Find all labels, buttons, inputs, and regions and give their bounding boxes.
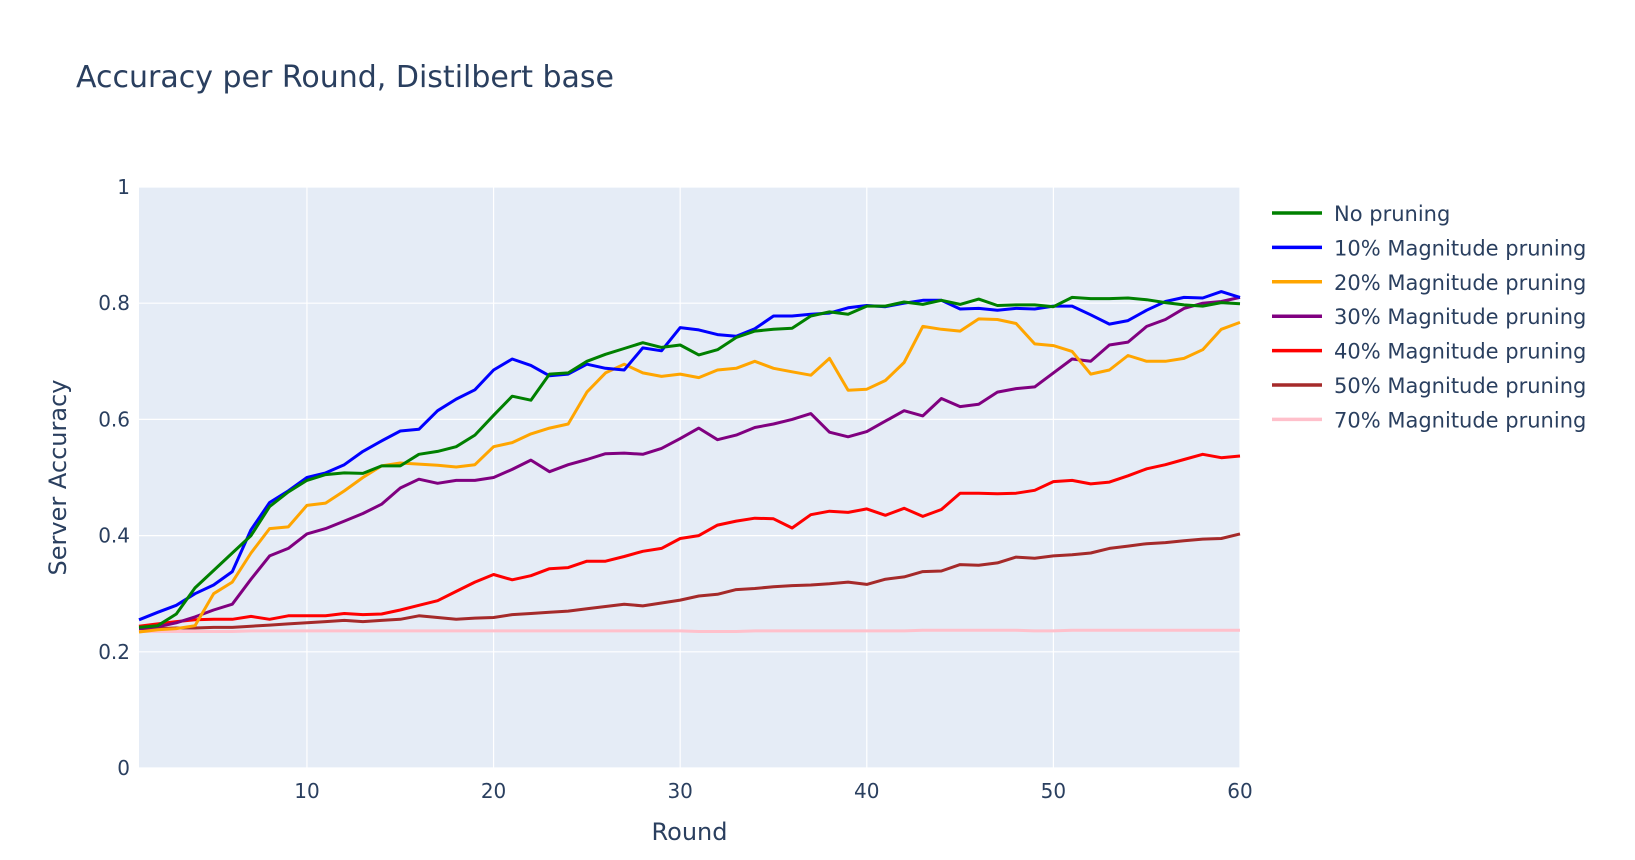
y-tick-label: 0.2	[98, 640, 130, 664]
legend-label: 30% Magnitude pruning	[1334, 305, 1586, 329]
series-line-1	[138, 295, 1241, 629]
series-line-6	[139, 532, 1241, 631]
legend-label: 20% Magnitude pruning	[1334, 271, 1586, 295]
chart-title: Accuracy per Round, Distilbert base	[76, 60, 615, 95]
legend[interactable]: No pruning 10% Magnitude pruning 20% Magni…	[1272, 202, 1586, 432]
x-tick-label: 60	[1227, 779, 1252, 803]
y-tick-label: 0.8	[98, 291, 130, 315]
legend-item[interactable]: No pruning	[1272, 202, 1450, 226]
legend-label: 40% Magnitude pruning	[1334, 340, 1586, 364]
legend-item[interactable]: 70% Magnitude pruning	[1272, 408, 1586, 432]
y-axis-title: Server Accuracy	[44, 380, 72, 576]
legend-item[interactable]: 20% Magnitude pruning	[1272, 271, 1586, 295]
legend-item[interactable]: 50% Magnitude pruning	[1272, 374, 1586, 398]
x-tick-label: 30	[667, 779, 692, 803]
series-line-7	[139, 628, 1240, 633]
x-tick-label: 10	[294, 779, 319, 803]
legend-label: 50% Magnitude pruning	[1334, 374, 1586, 398]
y-tick-label: 0.4	[98, 524, 130, 548]
x-tick-label: 20	[481, 779, 506, 803]
legend-label: No pruning	[1334, 202, 1450, 226]
legend-item[interactable]: 30% Magnitude pruning	[1272, 305, 1586, 329]
x-tick-label: 50	[1041, 779, 1066, 803]
legend-item[interactable]: 40% Magnitude pruning	[1272, 340, 1586, 364]
legend-label: 10% Magnitude pruning	[1334, 236, 1586, 260]
y-tick-label: 0	[117, 756, 130, 780]
series-line-5	[138, 452, 1241, 628]
tick-labels: 0 0.2 0.4 0.6 0.8 1 10 20 30 40 50 60	[98, 175, 1253, 803]
x-axis-title: Round	[652, 818, 728, 846]
y-tick-label: 0.6	[98, 407, 130, 431]
legend-label: 70% Magnitude pruning	[1334, 408, 1586, 432]
plot-area	[139, 187, 1240, 768]
series-lines	[138, 290, 1241, 634]
series-line-3	[138, 317, 1241, 634]
x-tick-label: 40	[854, 779, 879, 803]
series-line-4	[138, 295, 1241, 631]
legend-item[interactable]: 10% Magnitude pruning	[1272, 236, 1586, 260]
y-tick-label: 1	[117, 175, 130, 199]
